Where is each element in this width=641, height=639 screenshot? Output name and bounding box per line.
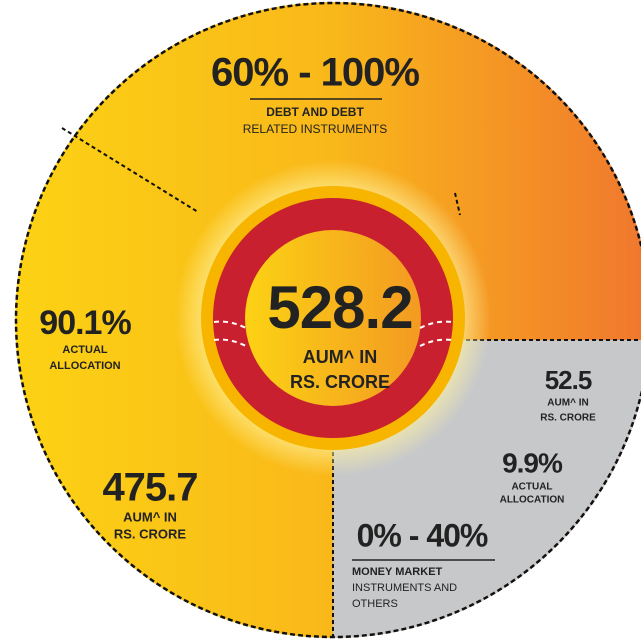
divider — [61, 127, 199, 213]
aum: 52.5 — [545, 365, 592, 395]
segment-name: MONEY MARKET — [352, 566, 443, 578]
actual: 90.1% — [39, 304, 131, 342]
segment-name: INSTRUMENTS AND — [352, 582, 457, 594]
segment-name: DEBT AND DEBT — [266, 105, 364, 119]
segment-name: RELATED INSTRUMENTS — [243, 122, 387, 136]
actual-label: ACTUAL — [511, 482, 552, 493]
aum-label: AUM^ IN — [123, 509, 177, 524]
actual-label: ALLOCATION — [49, 360, 120, 372]
actual: 9.9% — [502, 447, 563, 478]
actual-label: ACTUAL — [62, 344, 107, 356]
center-label: RS. CRORE — [290, 372, 390, 392]
aum-label: RS. CRORE — [540, 413, 596, 424]
range: 0% - 40% — [357, 517, 488, 553]
center-label: AUM^ IN — [303, 347, 378, 367]
aum-label: RS. CRORE — [114, 526, 187, 541]
segment-name: OTHERS — [352, 598, 398, 610]
aum: 475.7 — [102, 466, 197, 510]
divider — [454, 192, 461, 216]
aum-label: AUM^ IN — [547, 398, 588, 409]
inner-disc — [245, 230, 421, 406]
center-value: 528.2 — [267, 274, 412, 341]
stitching — [213, 320, 453, 347]
actual-label: ALLOCATION — [500, 495, 565, 506]
range: 60% - 100% — [211, 51, 419, 95]
